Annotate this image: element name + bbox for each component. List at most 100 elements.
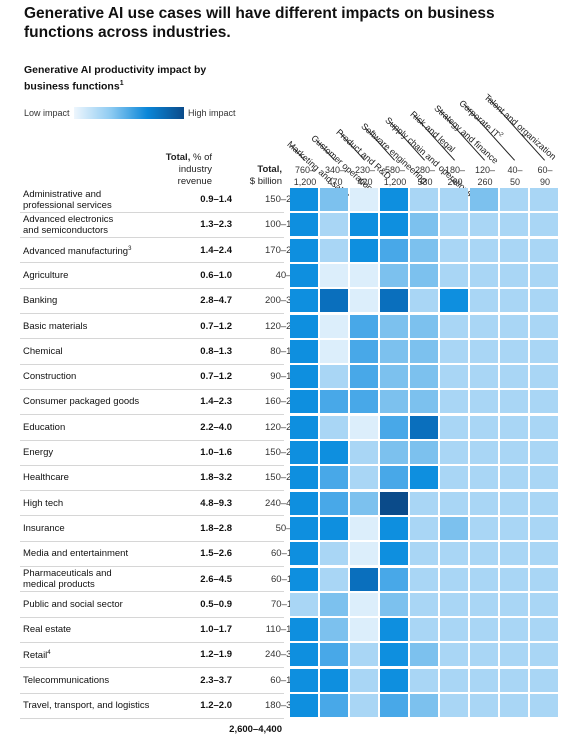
heatmap-cell [380,238,408,262]
industry-label-text: Education [23,422,65,433]
heatmap-cell [380,567,408,591]
industry-label-line: Pharmaceuticals and [23,568,112,579]
heatmap-cell [440,213,468,237]
industry-label: Insurance [23,516,163,541]
industry-label-line: medical products [23,579,95,590]
table-row: Education 2.2–4.0 120–230 [20,415,560,440]
table-row: Retail4 1.2–1.9 240–390 [20,642,560,667]
heatmap-cell [350,188,378,211]
heatmap-cell [410,314,438,338]
heatmap-cell [320,441,348,464]
table-row: Basic materials 0.7–1.2 120–200 [20,314,560,339]
industry-label: Banking [23,288,163,313]
industry-total-percent: 1.2–2.0 [200,700,232,711]
industry-total-percent: 2.6–4.5 [200,573,232,585]
heatmap-cell [350,668,378,692]
heatmap-cell [320,188,348,211]
industry-total-percent: 1.4–2.3 [200,396,232,408]
total-billion-header-bold: Total, [257,164,282,175]
table-row: High tech 4.8–9.3 240–460 [20,491,560,516]
column-range-part: 230– [354,165,376,175]
heatmap-cell [410,542,438,566]
heatmap-cell [380,390,408,414]
heatmap-cell [440,441,468,464]
column-range-part: 340– [324,165,346,175]
heatmap-cell [440,415,468,439]
industry-total-billion: 150–240 [265,447,302,458]
heatmap-cell [320,618,348,642]
row-divider [20,667,284,669]
row-divider [20,237,284,239]
heatmap-cell [380,516,408,540]
heatmap-cell [380,188,408,211]
heatmap-cell [500,390,528,414]
industry-footnote: 3 [128,245,132,252]
heatmap-cell [290,238,318,262]
industry-label: Telecommunications [23,668,163,693]
heatmap-cell [470,618,498,642]
industry-total-billion: 150–260 [265,472,302,484]
heatmap-cell [500,516,528,540]
heatmap-cell [410,643,438,667]
heatmap-cell [380,694,408,717]
industry-label-line: Agriculture [23,269,69,281]
heatmap-cell [320,339,348,363]
heatmap-cell [530,213,558,237]
row-divider [20,464,284,466]
industry-label-line: Travel, transport, and logistics [23,700,150,711]
heatmap-cell [530,238,558,262]
industry-total-percent: 2.3–3.7 [200,674,232,686]
heatmap-cell [290,213,318,237]
heatmap-cell [440,339,468,363]
heatmap-cell [500,694,528,717]
industry-total-billion: 110–180 [265,624,302,636]
heatmap-cell [350,694,378,717]
heatmap-cell [320,567,348,591]
heatmap-cell [530,263,558,287]
row-divider [20,414,284,416]
heatmap-cell [320,466,348,490]
heatmap-cell [530,542,558,566]
industry-label: High tech [23,491,163,516]
heatmap-cell [470,188,498,211]
heatmap-cell [500,567,528,591]
industry-label: Healthcare [23,465,163,490]
industry-label-line: Administrative and [23,188,102,200]
total-percent-header-bold: Total, [165,152,191,163]
table-row: Healthcare 1.8–3.2 150–260 [20,465,560,490]
heatmap-cell [500,618,528,642]
heatmap-cell [380,491,408,515]
industry-total-billion: 120–230 [265,421,302,433]
industry-total-percent: 1.5–2.6 [200,548,232,560]
heatmap-cell [350,466,378,490]
heatmap-cell [500,491,528,515]
heatmap-cell [530,567,558,591]
table-row: Telecommunications 2.3–3.7 60–100 [20,668,560,693]
heatmap-cell [380,592,408,616]
heatmap-cell [410,567,438,591]
heatmap-cell [500,238,528,262]
column-range-part: 1,200 [293,177,317,187]
column-range-part: 760– [294,165,316,175]
industry-total-billion: 160–270 [265,396,302,408]
industry-total-billion: 240–390 [265,649,302,661]
total-percent-header-rest: % of industry revenue [177,152,212,187]
heatmap-cell [350,618,378,642]
heatmap-cell [380,643,408,667]
industry-total-billion: 60–110 [271,573,302,585]
heatmap-cell [380,466,408,490]
heatmap-cell [470,694,498,717]
table-row: Chemical 0.8–1.3 80–140 [20,339,560,364]
heatmap-cell [320,491,348,515]
heatmap-cell [530,188,558,211]
grand-total: 2,600–4,400 [229,724,282,735]
heatmap-cell [290,466,318,490]
industry-total-percent: 1.2–1.9 [200,649,232,661]
industry-total-billion: 60–110 [271,548,302,560]
industry-label-text: High tech [23,498,63,509]
heatmap-cell [410,441,438,464]
column-range-part: 180– [444,165,466,175]
industry-label-line: Real estate [23,624,72,636]
heatmap-cell [500,289,528,313]
heatmap-cell [410,188,438,211]
